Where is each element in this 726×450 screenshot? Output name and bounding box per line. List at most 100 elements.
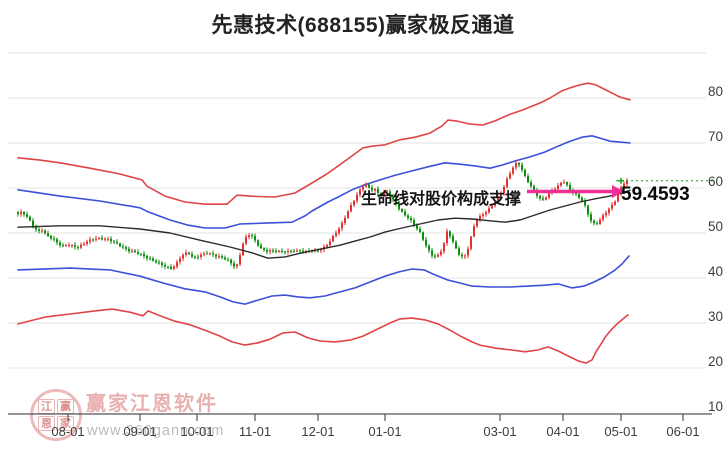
candle-body [77, 246, 79, 248]
candle-body [449, 231, 451, 237]
candle-body [188, 252, 190, 255]
candle-body [488, 208, 490, 213]
candle-body [539, 195, 541, 199]
candle-body [191, 254, 193, 257]
candle-body [401, 209, 403, 212]
x-axis-label: 05-01 [604, 424, 638, 439]
candle-body [545, 197, 547, 200]
candle-body [416, 224, 418, 229]
candle-body [374, 189, 376, 191]
candle-body [134, 250, 136, 252]
candle-body [71, 245, 73, 246]
y-axis-label: 70 [707, 129, 723, 144]
candle-body [371, 187, 373, 191]
candle-body [215, 254, 217, 257]
candle-body [491, 205, 493, 209]
candle-body [290, 251, 292, 252]
candle-body [404, 211, 406, 216]
candle-body [287, 251, 289, 252]
candle-body [398, 203, 400, 209]
candle-body [224, 257, 226, 260]
y-axis-label: 40 [707, 264, 723, 279]
annotation-arrow-head [612, 185, 624, 198]
candle-body [389, 191, 391, 197]
candle-body [566, 182, 568, 185]
y-axis-label: 20 [707, 354, 723, 369]
y-axis-label: 60 [707, 174, 723, 189]
candle-body [44, 230, 46, 234]
x-axis-label: 01-01 [368, 424, 402, 439]
candle-body [329, 241, 331, 245]
candle-body [524, 170, 526, 176]
candle-body [119, 243, 121, 247]
candle-body [281, 251, 283, 252]
candle-body [122, 246, 124, 248]
candle-body [110, 238, 112, 242]
candle-body [143, 254, 145, 257]
candle-body [20, 211, 22, 215]
candle-body [221, 256, 223, 258]
candle-body [227, 259, 229, 261]
candle-body [419, 228, 421, 233]
candle-body [356, 194, 358, 201]
candle-body [113, 241, 115, 243]
candle-body [386, 191, 388, 193]
candle-body [95, 238, 97, 240]
candle-body [98, 237, 100, 239]
watermark-seal-logo: 江 赢 恩 家 [30, 389, 82, 441]
candle-body [53, 238, 55, 240]
candle-body [239, 255, 241, 265]
candle-body [521, 164, 523, 170]
candle-body [344, 217, 346, 223]
candle-body [35, 226, 37, 230]
candle-body [569, 184, 571, 190]
candle-body [590, 214, 592, 221]
candle-body [497, 197, 499, 203]
candle-body [83, 243, 85, 245]
candle-body [152, 258, 154, 261]
candle-body [593, 220, 595, 224]
candle-body [392, 196, 394, 200]
candle-body [317, 250, 319, 252]
candle-body [86, 241, 88, 244]
candle-body [209, 253, 211, 255]
candle-body [395, 199, 397, 204]
candle-body [347, 211, 349, 218]
candle-body [596, 223, 598, 225]
candle-body [509, 173, 511, 179]
candle-body [515, 162, 517, 168]
candle-body [38, 229, 40, 231]
x-axis-label: 06-01 [666, 424, 700, 439]
candle-body [494, 202, 496, 206]
y-axis-label: 50 [707, 219, 723, 234]
x-axis-label: 11-01 [238, 424, 272, 439]
annotation-arrow [527, 185, 624, 198]
candle-body [548, 192, 550, 198]
candle-body [74, 245, 76, 247]
candle-body [230, 259, 232, 264]
candle-body [272, 250, 274, 252]
candle-body [362, 186, 364, 190]
x-axis-label: 12-01 [301, 424, 335, 439]
candle-body [611, 204, 613, 209]
watermark-seal-grid: 江 赢 恩 家 [38, 399, 74, 431]
candle-body [626, 180, 628, 184]
y-axis-label: 80 [707, 84, 723, 99]
candle-body [242, 243, 244, 256]
candle-body [428, 245, 430, 251]
band-upper-inner-blue [17, 135, 631, 229]
grid [8, 52, 706, 369]
candle-body [617, 194, 619, 202]
candle-body [500, 193, 502, 198]
candle-body [251, 235, 253, 237]
candle-body [293, 251, 295, 253]
candle-body [161, 262, 163, 266]
candle-body [104, 238, 106, 240]
candle-body [623, 183, 625, 188]
candle-body [218, 256, 220, 258]
candle-body [59, 242, 61, 246]
candle-body [446, 231, 448, 244]
candle-body [302, 250, 304, 252]
candle-body [155, 260, 157, 263]
candle-body [599, 219, 601, 224]
